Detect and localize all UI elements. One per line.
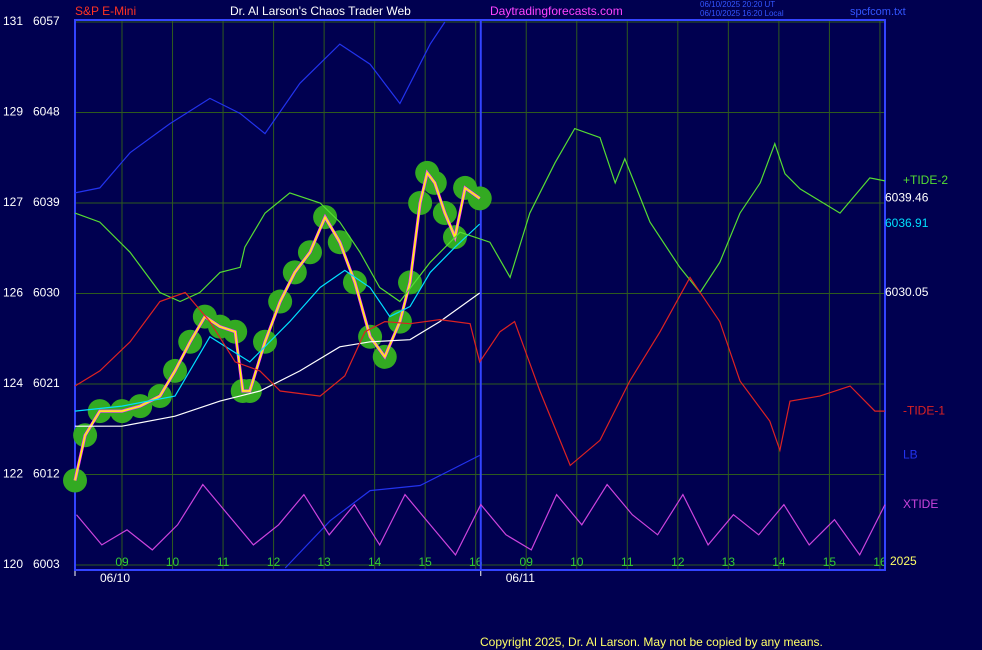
x-tick-label: 12 <box>267 555 281 569</box>
y-secondary-label: 120 <box>3 557 23 571</box>
y-tick-label: 6048 <box>33 105 60 119</box>
date-label: 06/11 <box>506 571 535 585</box>
x-tick-label: 16 <box>873 555 887 569</box>
x-tick-label: 12 <box>671 555 685 569</box>
site: Daytradingforecasts.com <box>490 4 623 18</box>
copyright: Copyright 2025, Dr. Al Larson. May not b… <box>480 635 823 649</box>
last-value-label: 6036.91 <box>885 216 929 230</box>
price-blob <box>467 186 492 211</box>
series-name: -TIDE-1 <box>903 403 945 417</box>
series-line <box>74 223 481 412</box>
series-line <box>74 276 885 467</box>
y-secondary-label: 127 <box>3 195 23 209</box>
x-tick-label: 10 <box>166 555 180 569</box>
y-tick-label: 6003 <box>33 557 60 571</box>
y-tick-label: 6012 <box>33 467 60 481</box>
file-name: spcfcom.txt <box>850 6 906 18</box>
series-line <box>74 21 446 194</box>
y-tick-label: 6039 <box>33 195 60 209</box>
x-tick-label: 13 <box>722 555 736 569</box>
x-tick-label: 15 <box>418 555 432 569</box>
timestamp: 06/10/2025 20:20 UT <box>700 0 775 9</box>
y-secondary-label: 126 <box>3 286 23 300</box>
y-tick-label: 6021 <box>33 376 60 390</box>
y-secondary-label: 131 <box>3 14 23 28</box>
plot-frame <box>74 19 886 571</box>
price-blob <box>63 468 87 493</box>
series-name: +TIDE-2 <box>903 173 948 187</box>
x-tick-label: 10 <box>570 555 584 569</box>
timestamp: 06/10/2025 16:20 Local <box>700 9 784 18</box>
date-label: 06/10 <box>100 571 130 585</box>
series-name: XTIDE <box>903 497 938 511</box>
year-label: 2025 <box>890 554 917 568</box>
y-secondary-label: 129 <box>3 105 23 119</box>
x-tick-label: 14 <box>772 555 786 569</box>
series-line <box>76 483 886 557</box>
last-value-label: 6030.05 <box>885 285 929 299</box>
y-secondary-label: 124 <box>3 376 23 390</box>
chart-title: Dr. Al Larson's Chaos Trader Web <box>230 4 411 18</box>
x-tick-label: 11 <box>621 555 634 569</box>
y-tick-label: 6030 <box>33 286 60 300</box>
x-tick-label: 11 <box>217 555 230 569</box>
x-tick-label: 09 <box>520 555 534 569</box>
series-line <box>284 454 480 569</box>
y-tick-label: 6057 <box>33 14 60 28</box>
last-value-label: 6039.46 <box>885 191 929 205</box>
x-tick-label: 13 <box>317 555 331 569</box>
y-secondary-label: 122 <box>3 467 23 481</box>
x-tick-label: 16 <box>469 555 483 569</box>
series-name: LB <box>903 448 918 462</box>
series-line <box>74 127 886 303</box>
instrument: S&P E-Mini <box>75 4 136 18</box>
series-line <box>74 171 481 481</box>
x-tick-label: 14 <box>368 555 382 569</box>
x-tick-label: 15 <box>823 555 837 569</box>
x-tick-label: 09 <box>115 555 129 569</box>
series-line <box>75 292 481 427</box>
